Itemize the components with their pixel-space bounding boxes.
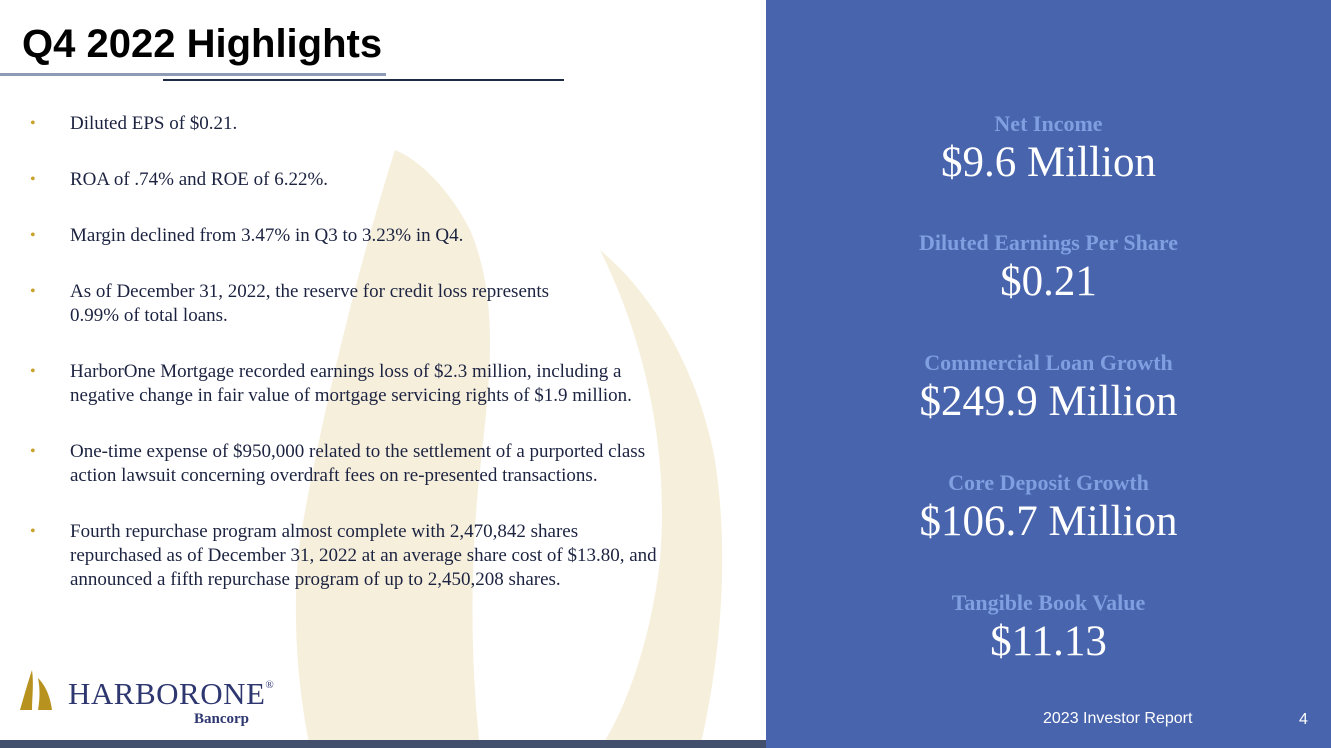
metric-commercial-loan-growth: Commercial Loan Growth $249.9 Million [766,350,1331,428]
highlight-item: • As of December 31, 2022, the reserve fo… [30,280,750,328]
harborone-logo: HARBORONE® Bancorp [18,666,278,732]
title-underline-accent [163,79,564,81]
highlight-item: • HarborOne Mortgage recorded earnings lo… [30,360,750,408]
highlight-text: ROA of .74% and ROE of 6.22%. [70,169,329,190]
metric-label: Tangible Book Value [951,590,1146,615]
highlight-text: One-time expense of $950,000 related to … [70,441,646,486]
metric-value: $11.13 [990,618,1107,665]
bullet-dot: • [30,227,36,244]
bullet-dot: • [30,523,36,540]
metric-diluted-eps: Diluted Earnings Per Share $0.21 [766,230,1331,308]
highlight-text: Margin declined from 3.47% in Q3 to 3.23… [70,225,464,246]
highlight-item: • Diluted EPS of $0.21. [30,112,750,136]
metric-value: $0.21 [1000,258,1097,305]
highlight-item: • ROA of .74% and ROE of 6.22%. [30,168,750,192]
bullet-dot: • [30,115,36,132]
title-underline [0,73,386,76]
highlight-text: HarborOne Mortgage recorded earnings los… [70,361,632,406]
highlight-item: • Fourth repurchase program almost comple… [30,520,750,592]
registered-mark: ® [265,679,275,691]
metric-value: $106.7 Million [919,498,1178,545]
metric-core-deposit-growth: Core Deposit Growth $106.7 Million [766,470,1331,548]
metric-label: Commercial Loan Growth [924,350,1173,375]
metric-tangible-book-value: Tangible Book Value $11.13 [766,590,1331,668]
metric-label: Diluted Earnings Per Share [919,230,1178,255]
highlight-text: As of December 31, 2022, the reserve for… [70,281,550,326]
bullet-dot: • [30,283,36,300]
page-number: 4 [1299,711,1308,728]
bullet-dot: • [30,443,36,460]
metric-net-income: Net Income $9.6 Million [766,111,1331,189]
page-title: Q4 2022 Highlights [22,22,383,66]
highlight-text: Diluted EPS of $0.21. [70,113,238,134]
highlights-panel: Q4 2022 Highlights • Diluted EPS of $0.21… [0,22,766,748]
highlights-list: • Diluted EPS of $0.21. • ROA of .74% and R… [30,112,750,624]
bullet-dot: • [30,363,36,380]
logo-subtitle: Bancorp [194,711,250,727]
sail-logo-icon [20,670,52,710]
bullet-dot: • [30,171,36,188]
metric-label: Core Deposit Growth [948,470,1149,495]
metric-value: $249.9 Million [919,378,1178,425]
metrics-panel: Net Income $9.6 Million Diluted Earnings… [766,0,1331,748]
logo-wordmark: HARBORONE® [68,676,274,712]
highlight-item: • Margin declined from 3.47% in Q3 to 3.2… [30,224,750,248]
metric-label: Net Income [994,111,1103,136]
footer-report-label: 2023 Investor Report [1043,710,1193,727]
logo-name: HARBORONE [68,676,266,711]
highlight-item: • One-time expense of $950,000 related to… [30,440,750,488]
sail-watermark [295,150,723,748]
metric-value: $9.6 Million [940,139,1157,186]
bottom-bar [0,740,766,748]
highlight-text: Fourth repurchase program almost complet… [70,521,657,590]
